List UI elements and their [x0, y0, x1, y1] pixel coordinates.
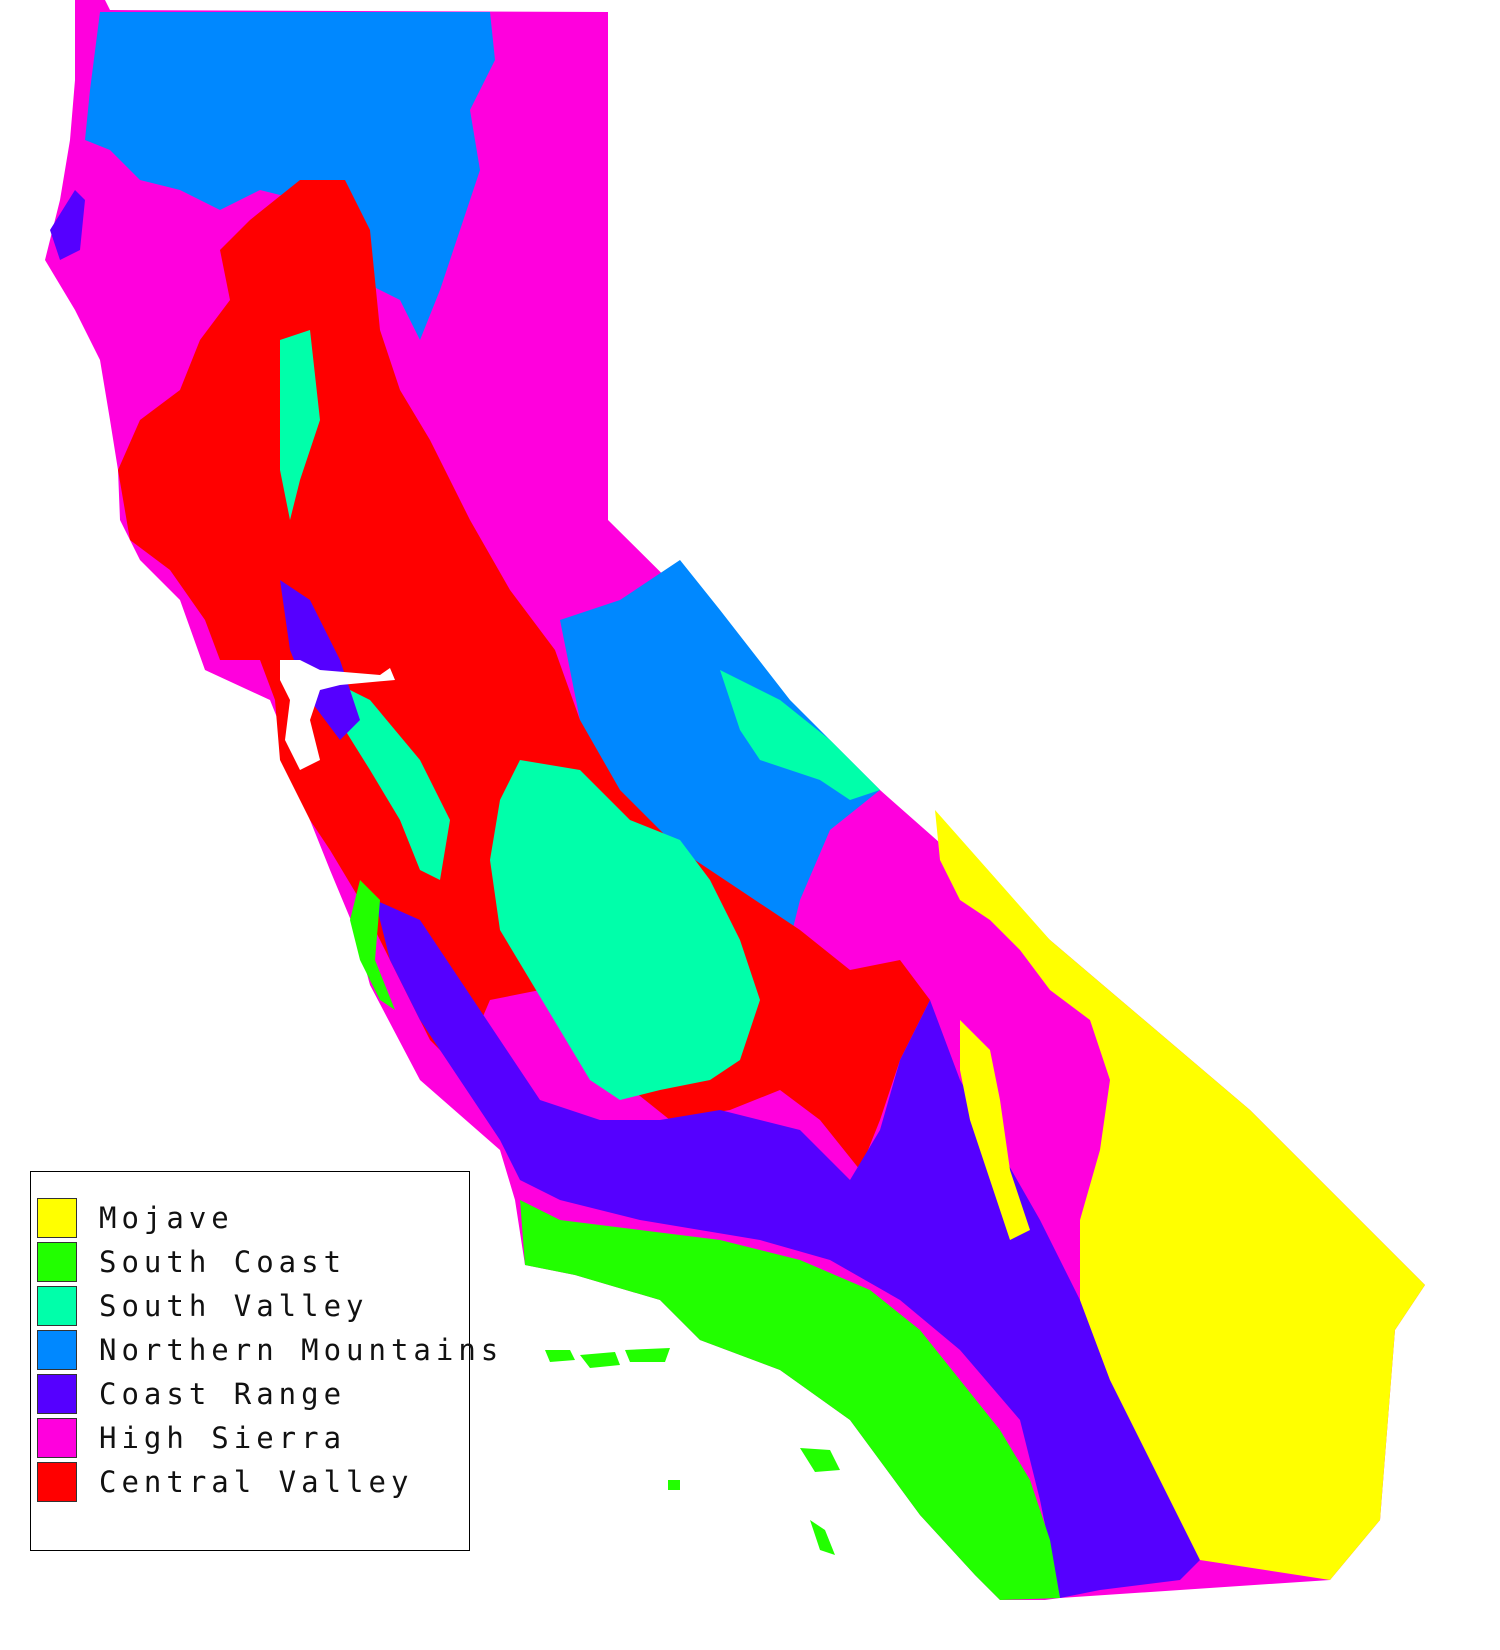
region-northern-mountains-sierra	[560, 560, 880, 1000]
legend-label: Mojave	[99, 1201, 234, 1235]
legend-label: High Sierra	[99, 1421, 347, 1455]
channel-island-5	[810, 1520, 835, 1555]
legend-item-coast-range: Coast Range	[37, 1372, 346, 1416]
legend-item-south-valley: South Valley	[37, 1284, 369, 1328]
legend-swatch	[37, 1418, 77, 1458]
channel-island-2	[580, 1352, 620, 1368]
legend-label: Central Valley	[99, 1465, 414, 1499]
legend-swatch	[37, 1286, 77, 1326]
legend-swatch	[37, 1462, 77, 1502]
legend-label: South Coast	[99, 1245, 347, 1279]
region-northern-mountains-north	[85, 12, 495, 340]
legend-swatch	[37, 1374, 77, 1414]
region-coast-range-north	[50, 190, 85, 260]
legend-item-northern-mountains: Northern Mountains	[37, 1328, 503, 1372]
legend-item-mojave: Mojave	[37, 1196, 234, 1240]
region-mojave-finger	[960, 1020, 1030, 1240]
legend-item-high-sierra: High Sierra	[37, 1416, 346, 1460]
sf-bay	[280, 660, 395, 770]
legend-swatch	[37, 1198, 77, 1238]
channel-island-3	[625, 1348, 670, 1362]
channel-island-1	[545, 1350, 575, 1362]
channel-island-4	[800, 1448, 840, 1472]
region-mojave	[935, 810, 1425, 1580]
legend-label: Northern Mountains	[99, 1333, 504, 1367]
region-coast-range-bay	[280, 580, 360, 740]
region-south-valley-north	[280, 330, 320, 520]
legend-item-south-coast: South Coast	[37, 1240, 346, 1284]
legend-item-central-valley: Central Valley	[37, 1460, 413, 1504]
region-south-valley-basin	[490, 760, 760, 1100]
region-south-coast	[350, 880, 1060, 1600]
region-coast-range-central	[375, 900, 1200, 1598]
legend-swatch	[37, 1330, 77, 1370]
region-south-valley-coast	[330, 680, 450, 880]
legend-label: South Valley	[99, 1289, 369, 1323]
legend-label: Coast Range	[99, 1377, 347, 1411]
map-legend: Mojave South Coast South Valley Northern…	[30, 1171, 498, 1551]
channel-island-6	[668, 1480, 680, 1490]
legend-swatch	[37, 1242, 77, 1282]
region-south-valley-owens	[720, 670, 880, 800]
